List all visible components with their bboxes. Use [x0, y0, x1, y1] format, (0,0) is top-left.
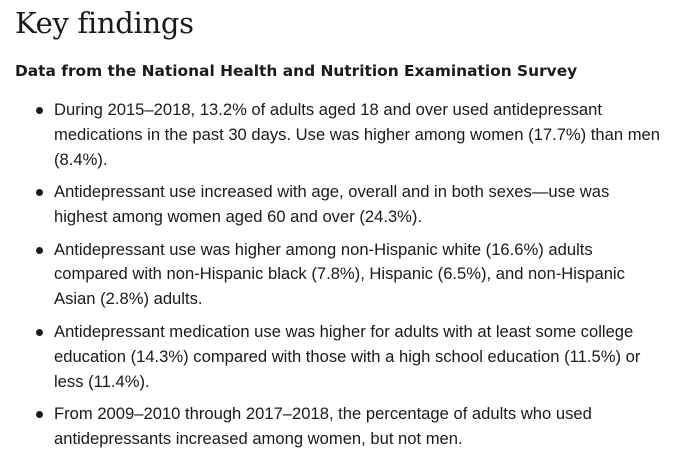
finding-text: Antidepressant medication use was higher… — [54, 321, 641, 391]
bullet-icon — [36, 246, 43, 254]
list-item: Antidepressant use was higher among non-… — [15, 238, 661, 313]
finding-text: Antidepressant use increased with age, o… — [54, 182, 610, 227]
list-item: Antidepressant use increased with age, o… — [15, 180, 661, 230]
list-item: Antidepressant medication use was higher… — [15, 320, 661, 395]
page-title: Key findings — [15, 6, 194, 40]
bullet-icon — [36, 328, 43, 336]
finding-text: Antidepressant use was higher among non-… — [54, 239, 625, 309]
finding-text: During 2015–2018, 13.2% of adults aged 1… — [54, 100, 660, 169]
bullet-icon — [36, 107, 43, 114]
bullet-icon — [36, 410, 43, 418]
list-item: From 2009–2010 through 2017–2018, the pe… — [15, 402, 661, 452]
bullet-icon — [36, 189, 43, 197]
section-subtitle: Data from the National Health and Nutrit… — [15, 62, 578, 80]
finding-text: From 2009–2010 through 2017–2018, the pe… — [54, 403, 592, 448]
list-item: During 2015–2018, 13.2% of adults aged 1… — [15, 98, 661, 173]
findings-list: During 2015–2018, 13.2% of adults aged 1… — [15, 98, 661, 452]
